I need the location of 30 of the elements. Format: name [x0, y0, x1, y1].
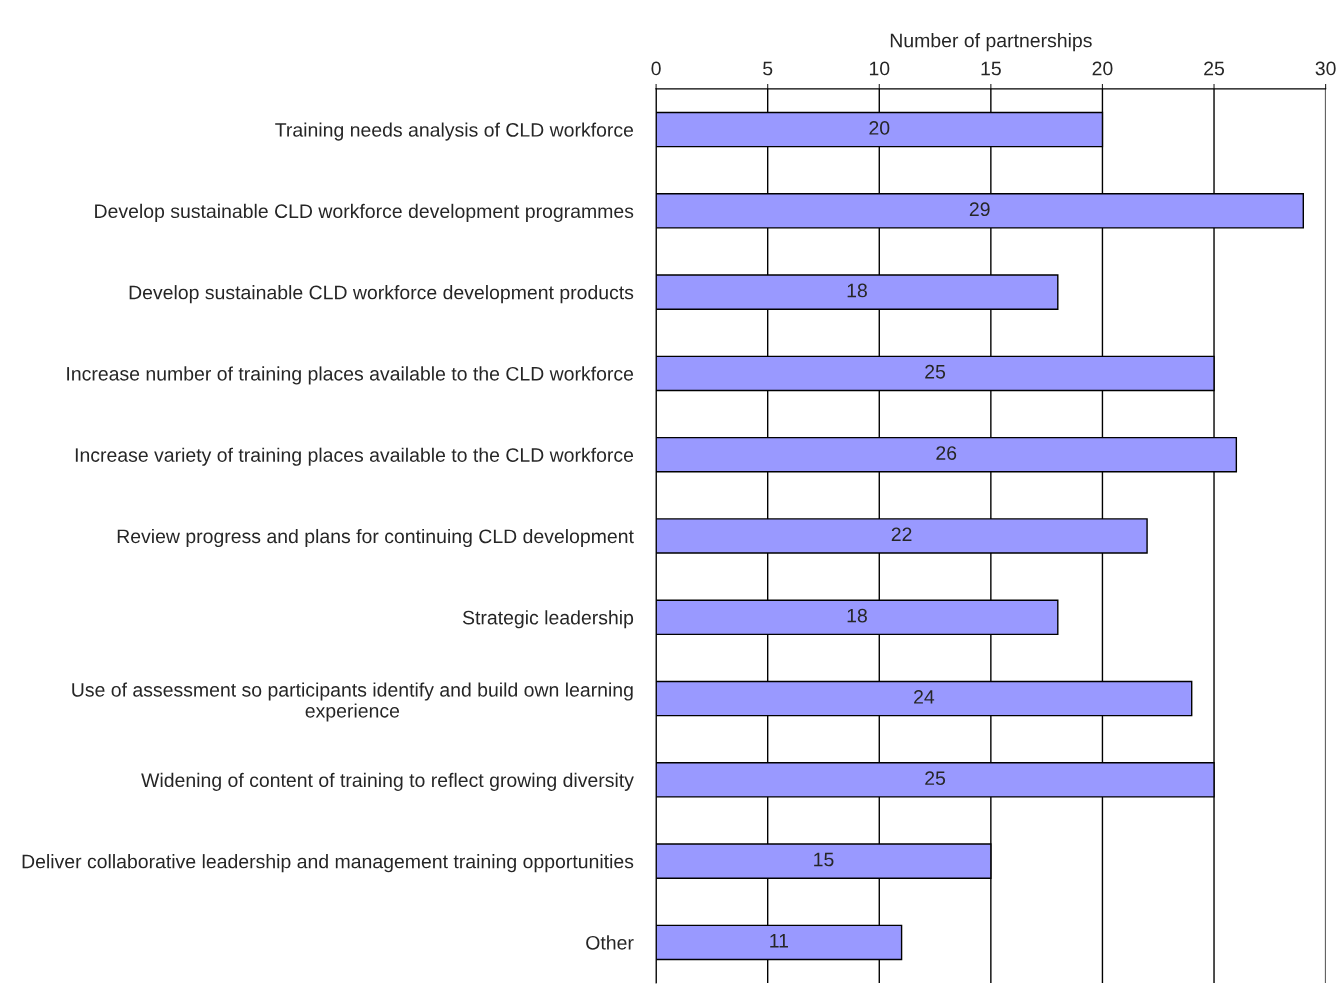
x-axis-title: Number of partnerships	[890, 33, 1092, 52]
y-tick-label: Review progress and plans for continuing CLD development	[117, 528, 634, 548]
data-label: 26	[936, 446, 957, 460]
y-tick-label: Other	[586, 935, 634, 950]
data-label: 24	[914, 690, 935, 704]
data-label: 25	[925, 364, 946, 379]
x-tick-label: 20	[1092, 61, 1113, 76]
y-tick-label: Deliver collaborative leadership and management training opportunities	[22, 854, 634, 873]
y-tick-label: Increase variety of training places available to the CLD workforce	[75, 447, 634, 466]
x-tick-label: 25	[1204, 61, 1225, 76]
data-label: 29	[969, 202, 990, 217]
y-tick-label: Widening of content of training to reflect growing diversity	[141, 772, 634, 791]
data-label: 22	[891, 527, 912, 542]
y-tick-label: Develop sustainable CLD workforce development programmes	[95, 203, 634, 222]
x-tick-label: 0	[651, 61, 661, 76]
y-tick-label: Develop sustainable CLD workforce development products	[129, 285, 634, 304]
data-label: 20	[869, 121, 890, 135]
y-tick-label: Training needs analysis of CLD workforce	[275, 122, 634, 141]
data-label: 18	[847, 608, 867, 623]
data-label: 11	[770, 934, 788, 948]
x-tick-label: 5	[763, 61, 773, 76]
data-label: 18	[847, 283, 867, 298]
y-tick-label: Strategic leadership	[462, 610, 634, 629]
x-tick-label: 15	[981, 61, 1001, 76]
x-tick-label: 30	[1315, 61, 1336, 76]
x-tick-label: 10	[869, 61, 890, 76]
y-tick-label: Use of assessment so participants identify and build own learning experience	[72, 682, 633, 722]
data-label: 25	[925, 771, 946, 786]
data-label: 15	[814, 852, 834, 867]
y-tick-label: Increase number of training places available to the CLD workforce	[67, 366, 634, 385]
